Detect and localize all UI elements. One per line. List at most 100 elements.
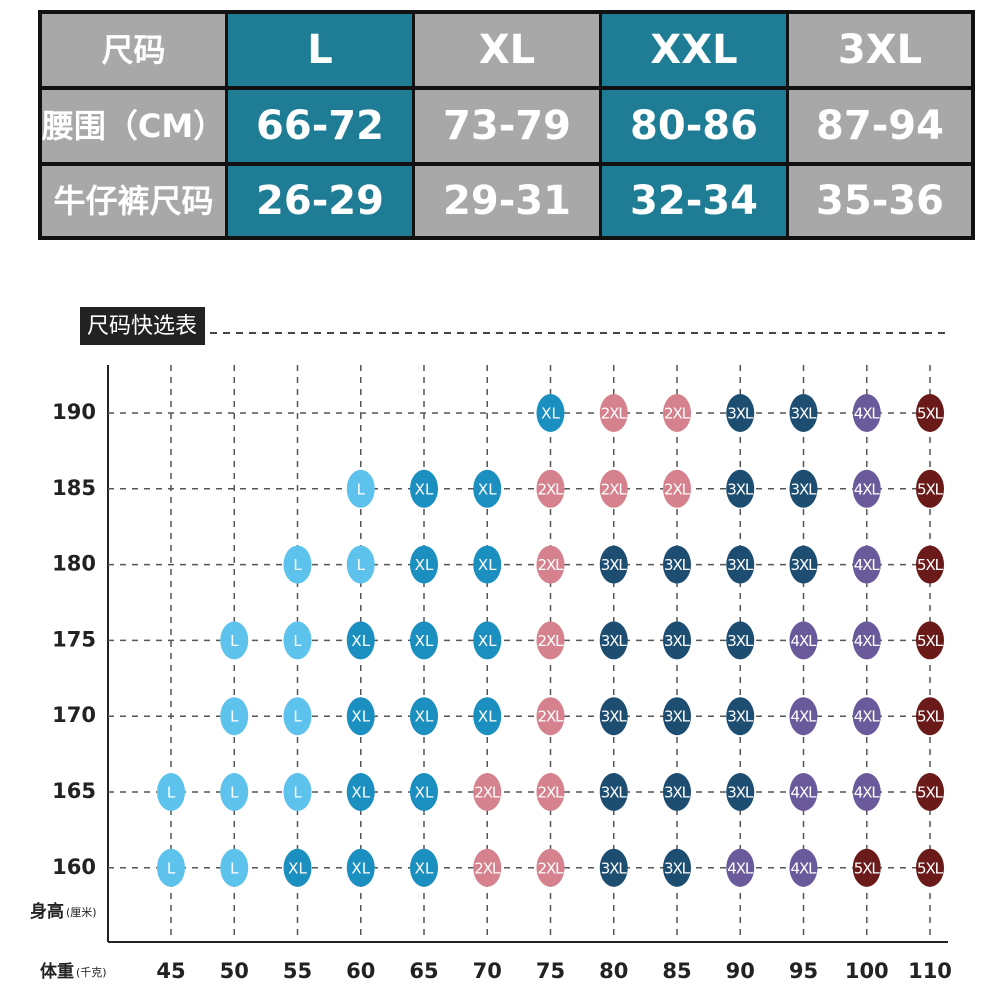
size-badge-label: 4XL: [854, 405, 881, 423]
size-badge: [726, 621, 755, 660]
x-tick-label: 45: [156, 959, 185, 983]
size-badge-label: 3XL: [601, 708, 628, 726]
table-cell: [42, 90, 225, 162]
size-badge-label: 2XL: [474, 859, 501, 877]
size-badge-label: XL: [351, 632, 370, 650]
size-badge-label: L: [230, 859, 239, 877]
size-badge-label: 4XL: [791, 859, 818, 877]
size-badge-label: 3XL: [664, 632, 691, 650]
size-badge-label: 2XL: [538, 784, 565, 802]
size-badge: [663, 848, 691, 887]
size-badge: [283, 773, 312, 811]
x-tick-label: 85: [662, 959, 691, 983]
row-label: 腰围（CM）: [42, 107, 225, 145]
cell-text: 87-94: [816, 103, 944, 149]
size-badge-label: 2XL: [664, 405, 691, 423]
y-axis-unit: (厘米): [66, 906, 97, 919]
size-badge-label: 2XL: [538, 480, 565, 498]
size-badge: [599, 697, 628, 736]
size-badge: [346, 545, 375, 584]
size-badge: [599, 773, 628, 811]
size-badge-label: L: [230, 708, 239, 726]
x-tick-label: 50: [220, 959, 249, 983]
size-badge-label: 5XL: [917, 405, 944, 423]
table-cell: [602, 166, 786, 236]
size-badge: [473, 773, 502, 811]
size-badge: [346, 697, 375, 736]
table-cell: [228, 90, 412, 162]
x-tick-label: 75: [536, 959, 565, 983]
size-badge-label: 2XL: [538, 632, 565, 650]
size-badge: [536, 469, 565, 508]
size-badge: [663, 697, 691, 736]
size-badge-label: XL: [415, 708, 434, 726]
size-badge: [663, 545, 691, 584]
table-cell: [602, 90, 786, 162]
size-badge: [852, 773, 881, 811]
size-badge-label: 2XL: [474, 784, 501, 802]
size-badge-label: 2XL: [538, 556, 565, 574]
size-badge-label: 3XL: [791, 480, 818, 498]
size-badge-label: L: [167, 859, 176, 877]
size-badge: [789, 621, 818, 660]
size-badge-label: 2XL: [538, 859, 565, 877]
size-badge: [220, 773, 249, 811]
y-tick-label: 180: [52, 552, 96, 576]
size-badge-label: L: [230, 784, 239, 802]
size-badge: [916, 697, 944, 736]
size-badge: [473, 545, 502, 584]
size-badge-label: L: [167, 784, 176, 802]
y-tick-label: 185: [52, 476, 96, 500]
size-badge: [599, 469, 628, 508]
size-badge: [283, 621, 312, 660]
row-label: 尺码: [101, 31, 165, 69]
size-badge-label: 4XL: [727, 859, 754, 877]
size-badge-label: XL: [415, 480, 434, 498]
size-badge-label: 2XL: [538, 708, 565, 726]
size-badge: [599, 394, 628, 432]
x-tick-label: 65: [409, 959, 438, 983]
cell-text: 29-31: [443, 178, 571, 224]
size-badge-label: 3XL: [664, 784, 691, 802]
size-badge: [473, 697, 502, 736]
size-badge-label: XL: [351, 859, 370, 877]
size-badge-label: 4XL: [791, 708, 818, 726]
size-badge: [536, 621, 565, 660]
size-badge-label: XL: [415, 556, 434, 574]
size-badge-label: L: [230, 632, 239, 650]
size-badge: [852, 394, 881, 432]
size-badge-label: 3XL: [791, 405, 818, 423]
table-cell: [415, 90, 599, 162]
size-badge-label: 2XL: [601, 480, 628, 498]
table-cell: [789, 14, 971, 86]
x-tick-label: 90: [726, 959, 755, 983]
table-cell: [42, 14, 225, 86]
size-badge: [410, 697, 438, 736]
table-cell: [42, 166, 225, 236]
size-badge: [663, 773, 691, 811]
size-badge: [916, 469, 944, 508]
y-tick-label: 160: [52, 855, 96, 879]
size-badge: [916, 394, 944, 432]
table-cell: [415, 166, 599, 236]
size-badge-label: 3XL: [664, 556, 691, 574]
size-badge-label: L: [357, 480, 366, 498]
size-badge: [789, 848, 818, 887]
size-badge-label: 4XL: [854, 556, 881, 574]
size-badge: [726, 394, 755, 432]
cell-text: L: [307, 27, 333, 73]
cell-text: 73-79: [443, 103, 571, 149]
size-badge: [346, 621, 375, 660]
size-badge: [157, 773, 185, 811]
size-badge-label: XL: [478, 632, 497, 650]
y-tick-label: 165: [52, 779, 96, 803]
size-badge-label: 3XL: [791, 556, 818, 574]
size-badge-label: 3XL: [601, 632, 628, 650]
y-tick-label: 170: [52, 703, 96, 727]
size-badge: [663, 394, 691, 432]
size-badge: [536, 848, 565, 887]
cell-text: 35-36: [816, 178, 944, 224]
size-table: 尺码 L XL XXL 3XL 腰围（CM） 66-72 73-79 80-86 87-94 牛仔裤…: [42, 14, 971, 236]
size-badge: [536, 697, 565, 736]
x-tick-label: 60: [346, 959, 375, 983]
